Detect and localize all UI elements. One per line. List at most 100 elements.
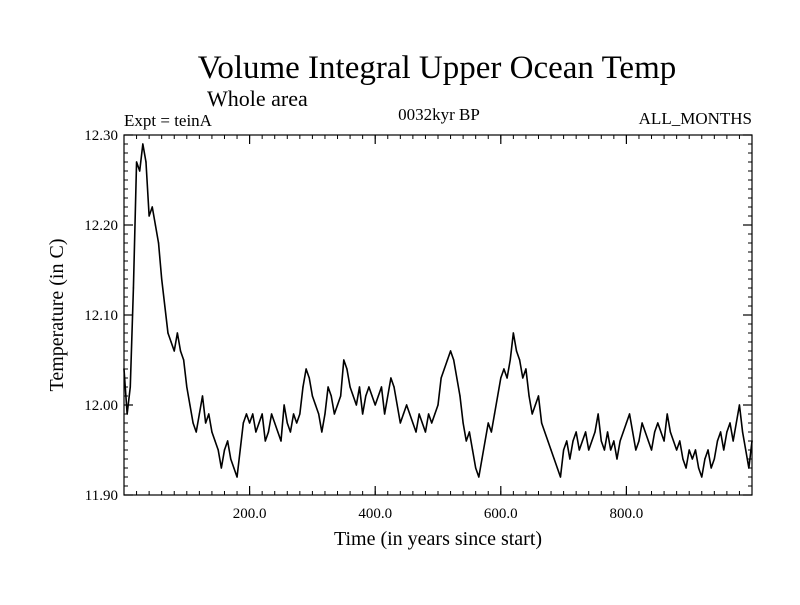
data-point [214, 440, 216, 442]
data-point [252, 413, 254, 415]
data-point [619, 440, 621, 442]
data-point [650, 449, 653, 451]
y-axis: 11.90 12.00 12.10 12.20 12.30 [84, 128, 752, 504]
data-point [556, 467, 559, 469]
data-point [512, 332, 515, 334]
data-point [474, 467, 477, 469]
data-point [610, 449, 612, 451]
data-point [584, 431, 587, 433]
data-point [625, 422, 628, 424]
data-point [503, 368, 505, 370]
data-point [566, 440, 568, 442]
data-point [581, 440, 584, 442]
data-point [286, 422, 288, 424]
data-point [189, 404, 191, 406]
data-point [691, 458, 694, 460]
data-point [534, 404, 537, 406]
data-point [471, 449, 474, 451]
data-point [478, 476, 480, 478]
data-point [176, 332, 179, 334]
y-axis-label: Temperature (in C) [46, 239, 68, 392]
data-point [255, 431, 257, 433]
y-tick-label: 12.30 [84, 128, 118, 144]
data-point [540, 422, 543, 424]
data-point [496, 395, 499, 397]
data-point [198, 413, 201, 415]
data-point [506, 377, 508, 379]
data-point [522, 377, 524, 379]
data-point [170, 341, 172, 343]
data-point [518, 359, 521, 361]
data-point [167, 332, 169, 334]
data-point [719, 431, 722, 433]
x-tick-label: 400.0 [358, 506, 392, 522]
data-point [437, 404, 439, 406]
x-tick-label: 800.0 [610, 506, 644, 522]
data-point [653, 431, 656, 433]
data-point [638, 440, 640, 442]
data-point [613, 440, 615, 442]
data-point [663, 440, 665, 442]
y-tick-label: 12.10 [84, 308, 118, 324]
months-label: ALL_MONTHS [639, 109, 752, 128]
data-point [317, 413, 320, 415]
plot-frame [123, 134, 753, 496]
data-point [380, 386, 383, 388]
data-point [261, 413, 263, 415]
data-point [383, 413, 386, 415]
data-point [361, 413, 364, 415]
data-point [292, 413, 295, 415]
data-point [217, 449, 219, 451]
data-point [151, 206, 153, 208]
data-point [726, 431, 728, 433]
data-point [264, 440, 266, 442]
data-point [628, 413, 631, 415]
data-point [657, 422, 659, 424]
data-point [666, 413, 668, 415]
data-point [409, 413, 411, 415]
data-point [311, 395, 314, 397]
data-point [245, 413, 248, 415]
data-point [603, 449, 606, 451]
data-point [402, 413, 405, 415]
data-point [368, 386, 370, 388]
data-point [308, 377, 310, 379]
data-point [399, 422, 402, 424]
data-point [622, 431, 624, 433]
data-point [415, 431, 417, 433]
data-point [377, 395, 380, 397]
data-point [669, 431, 672, 433]
data-point [336, 404, 339, 406]
data-point [274, 422, 276, 424]
y-tick-label: 12.00 [84, 398, 118, 414]
data-point [220, 467, 223, 469]
data-point [204, 422, 207, 424]
data-point [179, 350, 182, 352]
x-tick-label: 600.0 [484, 506, 518, 522]
data-point [431, 422, 433, 424]
data-point [688, 449, 690, 451]
data-point [299, 413, 301, 415]
data-point [701, 476, 703, 478]
data-point [453, 359, 455, 361]
data-point [487, 422, 489, 424]
data-point [230, 458, 232, 460]
data-point [208, 413, 210, 415]
data-point [327, 386, 329, 388]
data-point [550, 449, 552, 451]
data-point [748, 467, 750, 469]
data-point [173, 350, 175, 352]
data-point [716, 440, 719, 442]
data-point [186, 386, 188, 388]
chart-title: Volume Integral Upper Ocean Temp [198, 50, 676, 86]
series-points-0 [123, 143, 753, 478]
data-point [562, 449, 565, 451]
data-point [132, 287, 135, 289]
experiment-label: Expt = teinA [124, 111, 213, 130]
data-point [493, 413, 496, 415]
data-point [462, 422, 464, 424]
data-point [468, 431, 471, 433]
data-point [239, 449, 241, 451]
data-point [710, 467, 712, 469]
data-point [606, 431, 609, 433]
